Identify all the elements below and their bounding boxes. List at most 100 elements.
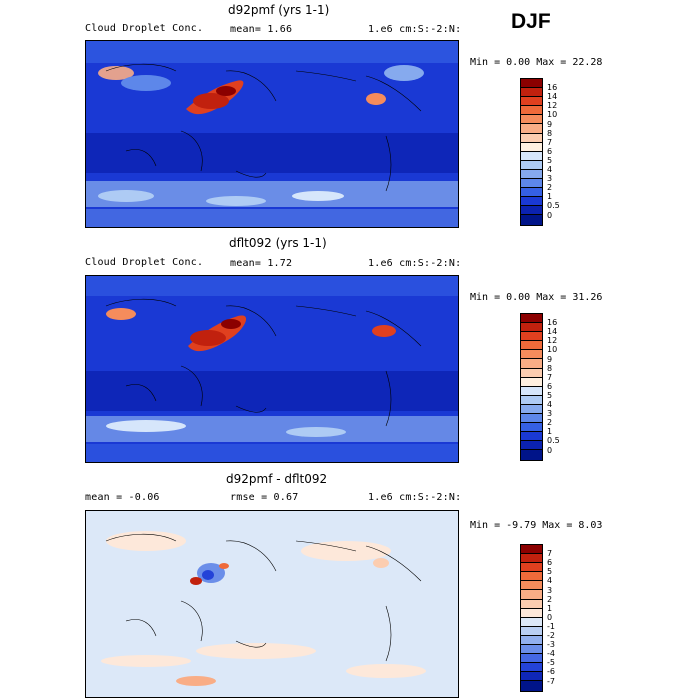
panel-2-units: 1.e6 cm:S:-2:N:	[368, 258, 462, 269]
colorbar-swatch	[521, 359, 542, 369]
colorbar-swatch	[521, 554, 542, 564]
colorbar-tick-label: 3	[547, 174, 553, 184]
colorbar-swatch	[521, 115, 542, 125]
colorbar-tick-label: -4	[547, 649, 555, 659]
colorbar-swatch	[521, 377, 542, 387]
colorbar-tick-label: 6	[547, 146, 553, 156]
colorbar-tick-label: 7	[547, 549, 553, 559]
colorbar-swatch	[521, 599, 542, 609]
panel-2-map-plot	[86, 276, 458, 462]
colorbar-tick-label: 9	[547, 119, 553, 129]
colorbar-tick-label: -6	[547, 667, 555, 677]
panel-2-map	[85, 275, 459, 463]
colorbar-tick-label: -1	[547, 621, 555, 631]
panel-3-rmse: rmse = 0.67	[230, 492, 299, 503]
panel-2-mean: mean= 1.72	[230, 258, 293, 269]
colorbar-swatch	[521, 314, 542, 324]
colorbar-tick-label: 0.5	[547, 436, 560, 446]
colorbar-swatch	[521, 395, 542, 405]
colorbar-swatch	[521, 106, 542, 116]
colorbar-swatch	[521, 341, 542, 351]
colorbar-swatch	[521, 423, 542, 433]
colorbar-tick-label: 1	[547, 603, 553, 613]
colorbar-tick-label: 0	[547, 612, 553, 622]
panel-1-minmax: Min = 0.00 Max = 22.28	[470, 57, 603, 68]
colorbar-swatch	[521, 142, 542, 152]
colorbar-swatch	[521, 386, 542, 396]
colorbar-swatch	[521, 563, 542, 573]
panel-3-minmax: Min = -9.79 Max = 8.03	[470, 520, 603, 531]
colorbar-swatch	[521, 197, 542, 207]
panel-3-units: 1.e6 cm:S:-2:N:	[368, 492, 462, 503]
colorbar-tick-label: 1	[547, 192, 553, 202]
panel-3-title: d92pmf - dflt092	[226, 472, 328, 486]
colorbar-tick-label: 12	[547, 336, 558, 346]
colorbar-swatch	[521, 124, 542, 134]
colorbar-swatch	[521, 215, 542, 225]
panel-1-map-plot	[86, 41, 458, 227]
panel-3-colorbar	[520, 544, 543, 692]
colorbar-tick-label: 2	[547, 594, 553, 604]
panel-3-map-plot	[86, 511, 458, 697]
colorbar-tick-label: 14	[547, 92, 558, 102]
colorbar-tick-label: 6	[547, 381, 553, 391]
colorbar-swatch	[521, 169, 542, 180]
colorbar-swatch	[521, 414, 542, 424]
colorbar-tick-label: 5	[547, 390, 553, 400]
colorbar-tick-label: -3	[547, 640, 555, 650]
colorbar-swatch	[521, 323, 542, 333]
colorbar-swatch	[521, 133, 542, 143]
colorbar-tick-label: 4	[547, 400, 553, 409]
colorbar-swatch	[521, 151, 542, 161]
colorbar-swatch	[521, 626, 542, 636]
colorbar-tick-label: 8	[547, 128, 553, 138]
colorbar-tick-label: 0	[547, 210, 553, 220]
colorbar-swatch	[521, 404, 542, 415]
colorbar-tick-label: 2	[547, 418, 553, 428]
panel-1-field-label: Cloud Droplet Conc.	[85, 23, 204, 34]
colorbar-tick-label: 7	[547, 137, 553, 147]
colorbar-tick-label: 14	[547, 327, 558, 337]
colorbar-swatch	[521, 572, 542, 582]
colorbar-swatch	[521, 179, 542, 189]
colorbar-tick-label: 0	[547, 445, 553, 455]
colorbar-tick-label: 7	[547, 372, 553, 382]
colorbar-swatch	[521, 450, 542, 460]
colorbar-swatch	[521, 608, 542, 618]
colorbar-tick-label: 10	[547, 345, 558, 355]
colorbar-tick-label: -7	[547, 676, 555, 686]
colorbar-tick-label: 6	[547, 558, 553, 568]
colorbar-tick-label: 1	[547, 427, 553, 437]
colorbar-tick-label: 0.5	[547, 201, 560, 211]
colorbar-swatch	[521, 188, 542, 198]
colorbar-swatch	[521, 97, 542, 107]
colorbar-swatch	[521, 645, 542, 655]
colorbar-swatch	[521, 617, 542, 627]
panel-3-map	[85, 510, 459, 698]
colorbar-swatch	[521, 206, 542, 216]
colorbar-swatch	[521, 663, 542, 673]
panel-3-mean: mean = -0.06	[85, 492, 160, 503]
colorbar-swatch	[521, 590, 542, 600]
panel-2-field-label: Cloud Droplet Conc.	[85, 257, 204, 268]
colorbar-tick-label: 10	[547, 110, 558, 120]
colorbar-tick-label: 9	[547, 354, 553, 364]
panel-1-mean: mean= 1.66	[230, 24, 293, 35]
colorbar-swatch	[521, 332, 542, 342]
colorbar-tick-label: 8	[547, 363, 553, 373]
colorbar-tick-label: 5	[547, 567, 553, 577]
panel-2-colorbar	[520, 313, 543, 461]
colorbar-tick-label: 4	[547, 165, 553, 174]
panel-1-colorbar	[520, 78, 543, 226]
colorbar-swatch	[521, 672, 542, 682]
panel-1-map	[85, 40, 459, 228]
colorbar-swatch	[521, 545, 542, 555]
colorbar-swatch	[521, 79, 542, 89]
colorbar-swatch	[521, 368, 542, 378]
colorbar-tick-label: 16	[547, 83, 558, 93]
colorbar-swatch	[521, 88, 542, 98]
season-label: DJF	[511, 10, 551, 33]
colorbar-tick-label: 12	[547, 101, 558, 111]
colorbar-swatch	[521, 581, 542, 591]
colorbar-tick-label: -2	[547, 631, 555, 640]
